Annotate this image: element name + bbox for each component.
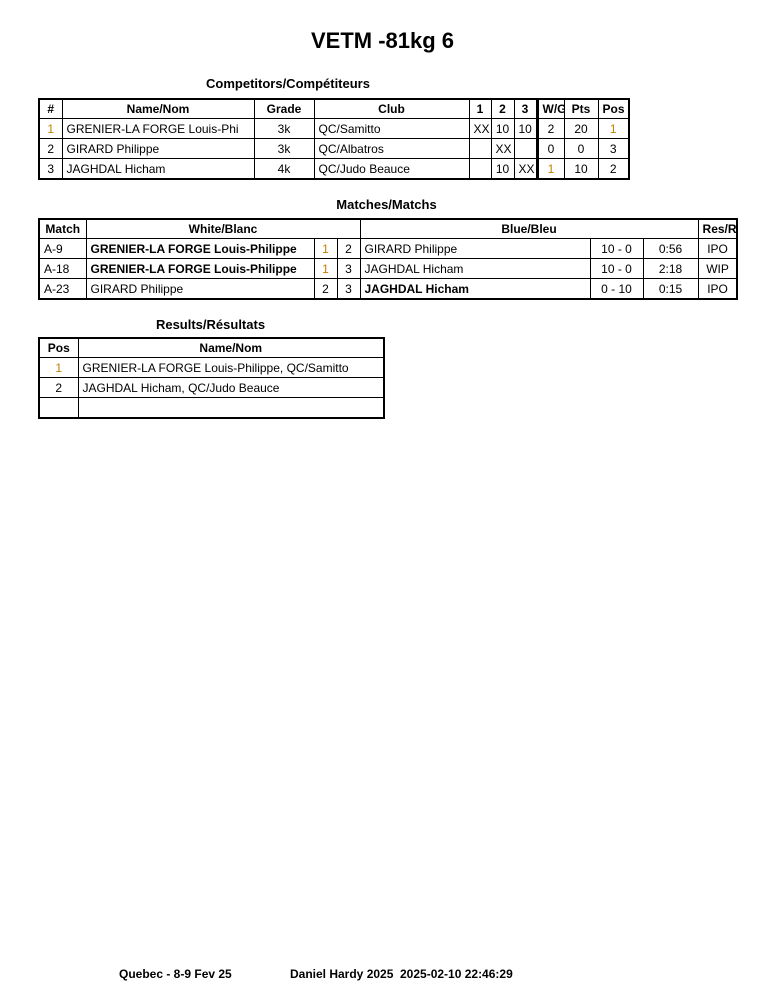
table-row <box>38 397 385 419</box>
table-cell: QC/Samitto <box>313 118 470 139</box>
table-cell: A-9 <box>38 238 87 259</box>
column-header: Name/Nom <box>61 98 255 119</box>
column-header: Club <box>313 98 470 119</box>
column-header: Blue/Bleu <box>359 218 699 239</box>
table-cell: 3 <box>38 158 63 180</box>
table-cell: 1 <box>38 118 63 139</box>
table-cell: 10 <box>490 118 515 139</box>
table-cell: A-23 <box>38 278 87 300</box>
table-cell: 0 <box>535 138 565 159</box>
footer-event: Quebec - 8-9 Fev 25 <box>119 967 232 981</box>
table-cell: 3 <box>597 138 630 159</box>
table-cell <box>38 397 79 419</box>
table-row: 2 JAGHDAL Hicham, QC/Judo Beauce <box>38 377 385 398</box>
table-cell: XX <box>490 138 515 159</box>
column-header: Grade <box>253 98 315 119</box>
table-cell: WIP <box>697 258 738 279</box>
column-header: Match <box>38 218 87 239</box>
table-cell: 3 <box>336 258 361 279</box>
table-cell: 2 <box>535 118 565 139</box>
table-cell: 0:56 <box>642 238 699 259</box>
table-cell <box>468 158 492 180</box>
competitors-heading: Competitors/Compétiteurs <box>206 76 370 91</box>
table-cell: 2 <box>38 377 79 398</box>
column-header: W/G <box>535 98 565 119</box>
table-row: A-9 GRENIER-LA FORGE Louis-Philippe 1 2 GIRA… <box>38 238 738 259</box>
table-cell: 20 <box>563 118 599 139</box>
table-cell: QC/Judo Beauce <box>313 158 470 180</box>
table-cell: 2 <box>313 278 338 300</box>
table-cell: GIRARD Philippe <box>85 278 315 300</box>
table-cell: JAGHDAL Hicham <box>359 278 591 300</box>
column-header: 1 <box>468 98 492 119</box>
column-header: 3 <box>513 98 538 119</box>
table-cell: 0:15 <box>642 278 699 300</box>
table-row: 3 JAGHDAL Hicham 4k QC/Judo Beauce 10 XX 1 10 2 <box>38 158 630 180</box>
table-row: 1 GRENIER-LA FORGE Louis-Phi 3k QC/Samitto X… <box>38 118 630 139</box>
table-cell: 10 <box>513 118 538 139</box>
table-cell: 1 <box>535 158 565 180</box>
table-cell: 1 <box>38 357 79 378</box>
table-cell: 10 - 0 <box>589 258 644 279</box>
table-cell: XX <box>468 118 492 139</box>
column-header: Pos <box>38 337 79 358</box>
column-header: Res/Rés <box>697 218 738 239</box>
table-cell: 2:18 <box>642 258 699 279</box>
table-cell: GIRARD Philippe <box>359 238 591 259</box>
table-cell: 2 <box>597 158 630 180</box>
table-cell: 1 <box>597 118 630 139</box>
table-cell: 10 <box>490 158 515 180</box>
table-cell: A-18 <box>38 258 87 279</box>
results-heading: Results/Résultats <box>155 317 266 332</box>
column-header: White/Blanc <box>85 218 361 239</box>
table-cell: 3k <box>253 118 315 139</box>
column-header: # <box>38 98 63 119</box>
table-cell: 4k <box>253 158 315 180</box>
table-cell: 3 <box>336 278 361 300</box>
table-cell: GRENIER-LA FORGE Louis-Philippe <box>85 238 315 259</box>
competitors-table: #Name/NomGradeClub123W/GPtsPos1GRENIER-L… <box>38 98 630 180</box>
table-cell: 2 <box>38 138 63 159</box>
table-row: A-23 GIRARD Philippe 2 3 JAGHDAL Hicham 0 - 1… <box>38 278 738 300</box>
table-cell: 1 <box>313 238 338 259</box>
column-header: Name/Nom <box>77 337 385 358</box>
table-cell: JAGHDAL Hicham <box>61 158 255 180</box>
table-cell: 3k <box>253 138 315 159</box>
table-cell: GRENIER-LA FORGE Louis-Philippe, QC/Sami… <box>77 357 385 378</box>
matches-table: MatchWhite/BlancBlue/BleuRes/RésTim/TmpC… <box>38 218 739 300</box>
page-title: VETM -81kg 6 <box>310 28 455 53</box>
table-cell: GRENIER-LA FORGE Louis-Philippe <box>85 258 315 279</box>
table-cell <box>513 138 538 159</box>
table-cell <box>468 138 492 159</box>
table-row: 1 GRENIER-LA FORGE Louis-Philippe, QC/Sam… <box>38 357 385 378</box>
table-cell: GRENIER-LA FORGE Louis-Phi <box>61 118 255 139</box>
column-header: Pts <box>563 98 599 119</box>
table-row: 2 GIRARD Philippe 3k QC/Albatros XX 0 0 3 <box>38 138 630 159</box>
table-cell: QC/Albatros <box>313 138 470 159</box>
table-cell: 1 <box>313 258 338 279</box>
column-header: 2 <box>490 98 515 119</box>
footer-timestamp: 2025-02-10 22:46:29 <box>400 967 513 981</box>
table-cell: 10 - 0 <box>589 238 644 259</box>
table-cell: IPO <box>697 278 738 300</box>
table-cell: JAGHDAL Hicham <box>359 258 591 279</box>
table-cell: 0 - 10 <box>589 278 644 300</box>
table-row: A-18 GRENIER-LA FORGE Louis-Philippe 1 3 JAG… <box>38 258 738 279</box>
table-cell: GIRARD Philippe <box>61 138 255 159</box>
table-cell: 2 <box>336 238 361 259</box>
table-cell: JAGHDAL Hicham, QC/Judo Beauce <box>77 377 385 398</box>
table-cell: 10 <box>563 158 599 180</box>
table-cell: 0 <box>563 138 599 159</box>
footer-author: Daniel Hardy 2025 <box>290 967 394 981</box>
matches-heading: Matches/Matchs <box>336 197 437 212</box>
table-cell: IPO <box>697 238 738 259</box>
table-cell <box>77 397 385 419</box>
column-header: Pos <box>597 98 630 119</box>
table-cell: XX <box>513 158 538 180</box>
results-table: Pos Name/Nom 1 GRENIER-LA FORGE Louis-Phili… <box>38 337 385 419</box>
